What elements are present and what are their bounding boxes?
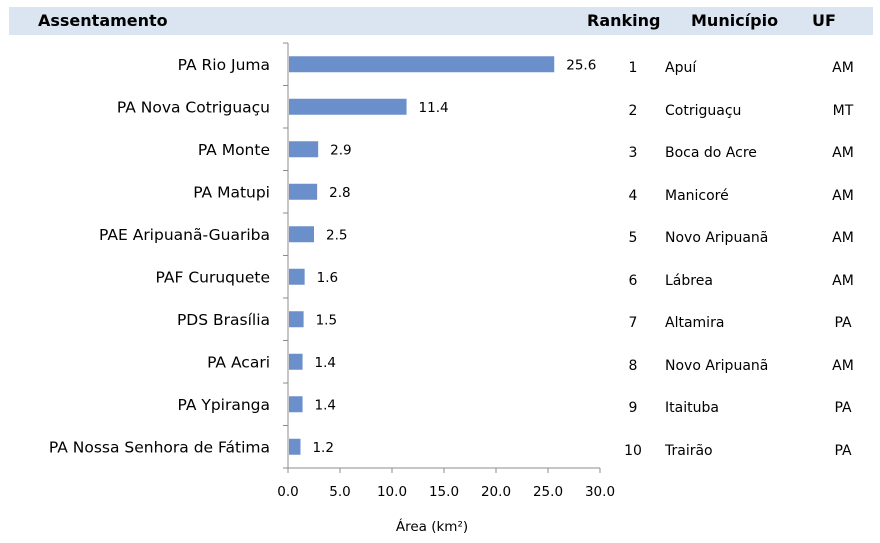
- ranking-cell: 2: [628, 103, 638, 119]
- municipio-cell: Novo Aripuanã: [665, 358, 769, 374]
- bar: [289, 268, 305, 285]
- ranking-cell: 4: [628, 188, 638, 204]
- x-axis-title: Área (km²): [396, 518, 468, 535]
- header-assentamento: Assentamento: [38, 11, 168, 30]
- category-label: PA Rio Juma: [178, 56, 270, 74]
- data-label: 1.4: [315, 355, 336, 371]
- municipio-cell: Boca do Acre: [665, 145, 757, 161]
- header-municipio: Município: [691, 11, 779, 30]
- data-label: 2.5: [326, 227, 347, 243]
- data-label: 1.2: [312, 440, 333, 456]
- ranking-cell: 7: [628, 315, 638, 331]
- bar: [289, 438, 301, 455]
- data-label: 2.9: [330, 142, 351, 158]
- data-label: 11.4: [419, 100, 449, 116]
- data-label: 25.6: [566, 57, 596, 73]
- bar: [289, 353, 303, 370]
- header-ranking: Ranking: [587, 11, 661, 30]
- bar: [289, 183, 318, 200]
- municipio-cell: Trairão: [665, 443, 713, 459]
- ranking-cell: 8: [628, 358, 638, 374]
- category-label: PA Monte: [198, 141, 270, 159]
- category-label: PAE Aripuanã-Guariba: [99, 226, 270, 244]
- uf-cell: AM: [832, 60, 854, 76]
- bar: [289, 226, 314, 243]
- bar: [289, 311, 304, 328]
- municipio-cell: Lábrea: [665, 273, 713, 289]
- uf-cell: AM: [832, 145, 854, 161]
- municipio-cell: Novo Aripuanã: [665, 230, 769, 246]
- category-label: PA Matupi: [193, 183, 270, 201]
- municipio-cell: Altamira: [665, 315, 725, 331]
- data-label: 2.8: [329, 185, 350, 201]
- ranking-cell: 10: [624, 443, 642, 459]
- data-label: 1.6: [317, 270, 338, 286]
- x-tick-label: 30.0: [585, 484, 615, 500]
- bar: [289, 56, 555, 73]
- data-label: 1.5: [316, 312, 337, 328]
- ranking-cell: 1: [628, 60, 638, 76]
- uf-cell: PA: [834, 400, 852, 416]
- header-band: [9, 7, 873, 35]
- bar: [289, 98, 407, 115]
- uf-cell: PA: [834, 315, 852, 331]
- uf-cell: AM: [832, 188, 854, 204]
- ranking-cell: 5: [628, 230, 638, 246]
- municipio-cell: Apuí: [665, 60, 697, 76]
- header-uf: UF: [812, 11, 836, 30]
- x-tick-label: 25.0: [533, 484, 563, 500]
- uf-cell: AM: [832, 358, 854, 374]
- category-label: PA Nova Cotriguaçu: [117, 98, 270, 116]
- category-label: PDS Brasília: [177, 311, 270, 329]
- x-tick-label: 0.0: [277, 484, 298, 500]
- bar: [289, 396, 303, 413]
- uf-cell: AM: [832, 230, 854, 246]
- uf-cell: PA: [834, 443, 852, 459]
- uf-cell: MT: [832, 103, 854, 119]
- x-tick-label: 10.0: [377, 484, 407, 500]
- x-tick-label: 5.0: [329, 484, 350, 500]
- municipio-cell: Manicoré: [665, 188, 729, 204]
- x-tick-label: 20.0: [481, 484, 511, 500]
- bar: [289, 141, 319, 158]
- category-label: PA Ypiranga: [177, 396, 270, 414]
- uf-cell: AM: [832, 273, 854, 289]
- category-label: PA Nossa Senhora de Fátima: [49, 438, 270, 456]
- ranking-cell: 9: [628, 400, 638, 416]
- category-label: PA Acari: [207, 353, 270, 371]
- ranking-cell: 3: [628, 145, 638, 161]
- x-tick-label: 15.0: [429, 484, 459, 500]
- municipio-cell: Cotriguaçu: [665, 103, 742, 119]
- category-label: PAF Curuquete: [156, 268, 270, 286]
- municipio-cell: Itaituba: [665, 400, 719, 416]
- ranking-cell: 6: [628, 273, 638, 289]
- data-label: 1.4: [315, 397, 336, 413]
